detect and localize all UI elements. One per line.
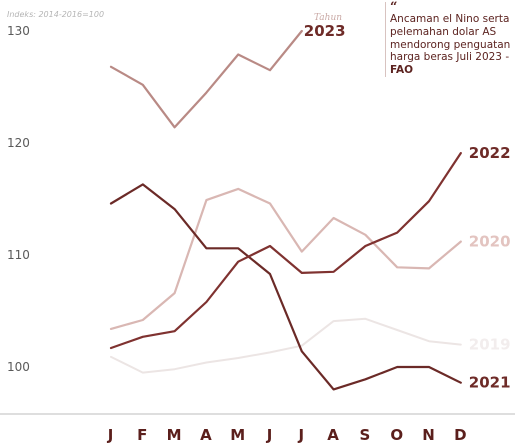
series-line-2023 bbox=[109, 29, 303, 129]
y-tick-label: 100 bbox=[7, 360, 30, 374]
y-tick-label: 120 bbox=[7, 136, 30, 150]
series-line-2020 bbox=[109, 187, 462, 330]
index-note: Indeks: 2014-2016=100 bbox=[7, 10, 104, 19]
x-tick-label: A bbox=[327, 426, 340, 444]
y-axis: 100 110 120 130 bbox=[7, 24, 30, 374]
x-tick-label: D bbox=[454, 426, 467, 444]
quote-callout: “ Ancaman el Nino serta pelemahan dolar … bbox=[385, 0, 515, 77]
year-label: Tahun bbox=[314, 13, 342, 23]
series-line-2021 bbox=[109, 183, 462, 391]
y-tick-label: 130 bbox=[7, 24, 30, 38]
x-tick-label: N bbox=[422, 426, 436, 444]
series-line-2022 bbox=[109, 152, 462, 350]
series-labels: 2019 2020 2021 2022 2023 bbox=[304, 22, 511, 392]
x-tick-label: O bbox=[390, 426, 404, 444]
x-tick-label: S bbox=[359, 426, 371, 444]
series-label-2019: 2019 bbox=[469, 336, 511, 354]
x-tick-label: J bbox=[266, 426, 274, 444]
quote-text: Ancaman el Nino serta pelemahan dolar AS… bbox=[390, 13, 511, 64]
series-label-2020: 2020 bbox=[469, 233, 511, 251]
x-tick-label: J bbox=[107, 426, 115, 444]
x-tick-label: M bbox=[230, 426, 246, 444]
x-tick-label: M bbox=[167, 426, 183, 444]
quote-mark-icon: “ bbox=[390, 0, 398, 15]
series-label-2021: 2021 bbox=[469, 374, 511, 392]
y-tick-label: 110 bbox=[7, 248, 30, 262]
x-tick-label: A bbox=[200, 426, 213, 444]
x-tick-label: J bbox=[298, 426, 306, 444]
series-line-2019 bbox=[110, 317, 462, 374]
series-label-2023: 2023 bbox=[304, 22, 346, 40]
quote-source: FAO bbox=[390, 64, 414, 77]
x-tick-label: F bbox=[137, 426, 148, 444]
lines bbox=[109, 29, 462, 391]
series-label-2022: 2022 bbox=[469, 144, 511, 162]
